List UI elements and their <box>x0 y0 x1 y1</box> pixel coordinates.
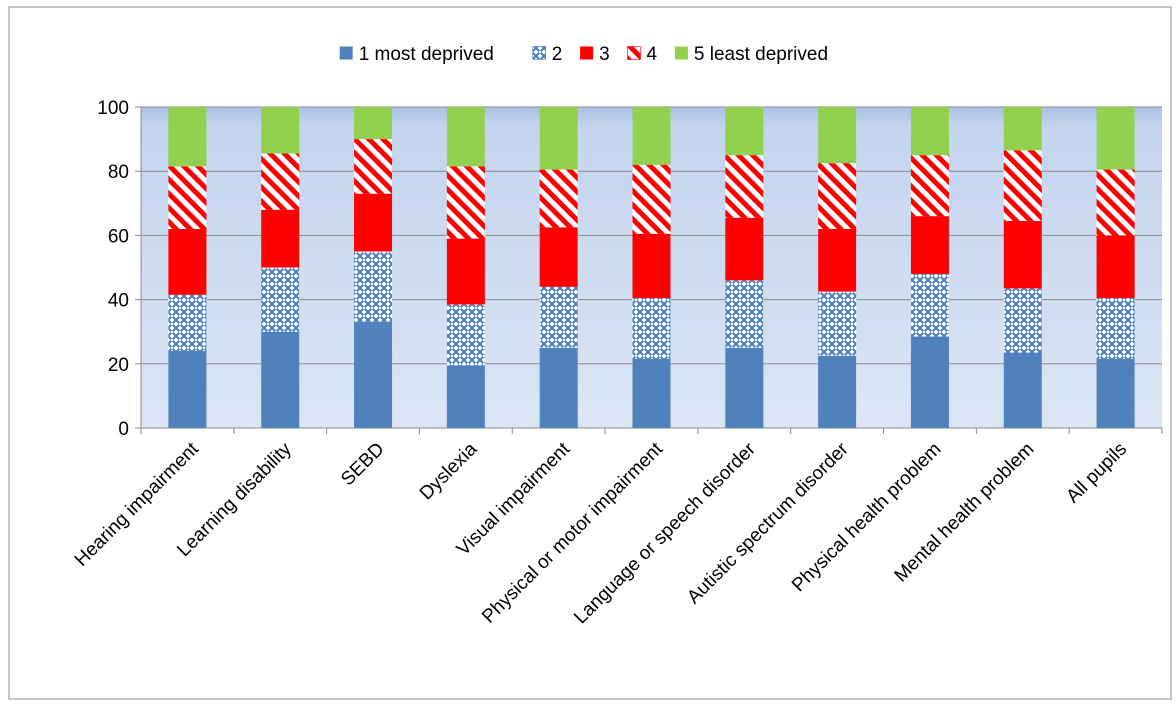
bar-segment-1 <box>632 358 671 428</box>
bar-segment-4 <box>261 153 300 210</box>
legend: 1 most deprived 2 3 4 5 least deprived <box>339 44 828 65</box>
bar-segment-3 <box>261 209 300 268</box>
bar-segment-3 <box>539 227 578 287</box>
legend-label-1: 1 most deprived <box>359 44 494 65</box>
bar-segment-2 <box>818 291 857 356</box>
y-tick-label: 60 <box>108 226 129 247</box>
y-tick-label: 0 <box>118 419 129 440</box>
bar-segment-2 <box>168 294 207 351</box>
bar-segment-4 <box>818 163 857 229</box>
bar-segment-5 <box>818 107 857 164</box>
bar-segment-2 <box>354 251 393 323</box>
legend-swatch-1 <box>339 46 353 60</box>
bar-segment-1 <box>910 336 949 428</box>
bar-segment-2 <box>261 267 300 332</box>
bar-segment-5 <box>446 107 485 167</box>
bar-segment-5 <box>725 107 764 156</box>
bar-segment-2 <box>446 304 485 366</box>
legend-swatch-5 <box>674 46 688 60</box>
bar-segment-2 <box>725 280 764 348</box>
bar-segment-4 <box>354 139 393 194</box>
bar-segment-5 <box>354 107 393 140</box>
bar-segment-5 <box>632 107 671 165</box>
bar-segment-4 <box>1003 150 1042 221</box>
bar-segment-4 <box>632 164 671 234</box>
bar-segment-3 <box>818 228 857 292</box>
bar-segment-1 <box>168 350 207 428</box>
legend-swatch-3 <box>580 46 594 60</box>
bar-segment-2 <box>632 297 671 359</box>
bar-segment-4 <box>910 155 949 217</box>
bar-segment-3 <box>910 216 949 274</box>
y-tick-label: 20 <box>108 355 129 376</box>
bar-segment-4 <box>539 169 578 228</box>
bar-segment-4 <box>446 166 485 239</box>
bar-segment-3 <box>354 193 393 252</box>
bar-segment-1 <box>818 355 857 428</box>
bar-segment-1 <box>261 331 300 428</box>
y-tick-label: 40 <box>108 291 129 312</box>
y-tick-label: 80 <box>108 162 129 183</box>
bar-segment-4 <box>168 166 207 229</box>
bar-segment-2 <box>910 273 949 337</box>
bar-segment-3 <box>1003 220 1042 289</box>
bar-segment-2 <box>1096 297 1135 359</box>
bar-segment-3 <box>1096 235 1135 298</box>
bar-segment-2 <box>1003 288 1042 353</box>
bar-segment-4 <box>1096 169 1135 236</box>
bar-segment-3 <box>725 217 764 281</box>
bar-segment-1 <box>354 322 393 428</box>
bar-segment-1 <box>725 347 764 428</box>
bar-segment-3 <box>168 228 207 295</box>
bar-segment-1 <box>1003 352 1042 428</box>
bar-segment-5 <box>910 107 949 156</box>
legend-swatch-2 <box>532 46 547 60</box>
legend-label-2: 2 <box>552 44 563 65</box>
bar-segment-4 <box>725 155 764 218</box>
legend-label-5: 5 least deprived <box>694 44 828 65</box>
legend-swatch-4 <box>627 46 641 60</box>
bar-segment-1 <box>1096 358 1135 428</box>
y-tick-label: 100 <box>97 98 129 119</box>
bar-segment-3 <box>632 233 671 298</box>
legend-label-3: 3 <box>599 44 610 65</box>
bar-segment-5 <box>1003 107 1042 151</box>
bar-segment-5 <box>539 107 578 170</box>
bar-segment-1 <box>446 365 485 428</box>
bar-segment-1 <box>539 347 578 428</box>
bar-segment-3 <box>446 238 485 305</box>
bar-segment-2 <box>539 286 578 348</box>
bar-segment-5 <box>261 107 300 154</box>
bar-segment-5 <box>1096 107 1135 170</box>
legend-label-4: 4 <box>647 44 658 65</box>
bar-segment-5 <box>168 107 207 167</box>
